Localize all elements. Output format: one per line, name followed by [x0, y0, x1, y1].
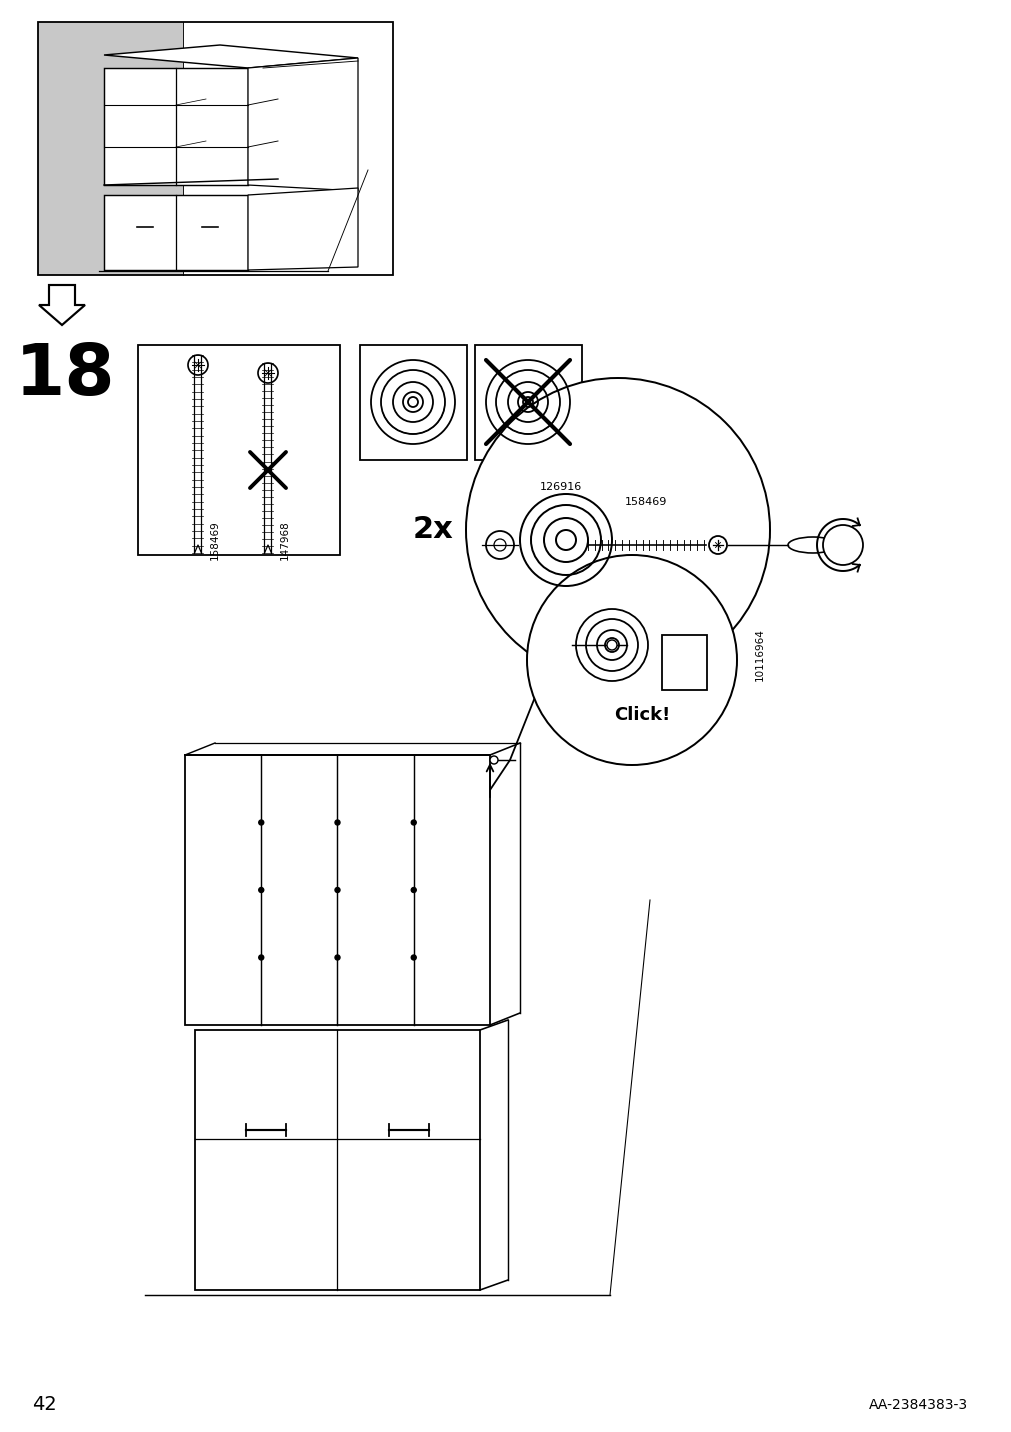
- Text: 126916: 126916: [539, 483, 581, 493]
- Circle shape: [410, 955, 416, 959]
- Circle shape: [410, 821, 416, 825]
- Circle shape: [527, 556, 736, 765]
- Bar: [38, 21, 392, 275]
- Ellipse shape: [788, 537, 837, 553]
- Circle shape: [465, 378, 769, 682]
- Circle shape: [259, 888, 264, 892]
- Bar: [104, 67, 248, 185]
- Bar: [661, 634, 707, 690]
- Bar: [474, 345, 581, 460]
- Circle shape: [607, 640, 617, 650]
- Circle shape: [259, 955, 264, 959]
- Circle shape: [335, 821, 340, 825]
- Bar: [360, 345, 466, 460]
- Text: Click!: Click!: [614, 706, 669, 725]
- Polygon shape: [248, 188, 358, 271]
- Bar: [185, 755, 489, 1025]
- Circle shape: [493, 538, 506, 551]
- Circle shape: [410, 888, 416, 892]
- Text: 158469: 158469: [210, 520, 219, 560]
- Text: 2x: 2x: [412, 516, 453, 544]
- Circle shape: [489, 756, 497, 765]
- Polygon shape: [39, 285, 85, 325]
- Text: 10116964: 10116964: [754, 629, 764, 682]
- Circle shape: [335, 888, 340, 892]
- Bar: [137, 345, 340, 556]
- Bar: [104, 195, 248, 271]
- Polygon shape: [248, 59, 358, 190]
- Bar: [38, 21, 183, 275]
- Bar: [195, 1030, 479, 1290]
- Circle shape: [709, 536, 726, 554]
- Text: 42: 42: [31, 1396, 57, 1415]
- Text: 147968: 147968: [280, 520, 290, 560]
- Polygon shape: [104, 44, 358, 67]
- Circle shape: [259, 821, 264, 825]
- Text: 158469: 158469: [624, 497, 666, 507]
- Circle shape: [485, 531, 514, 558]
- Circle shape: [822, 526, 862, 566]
- Text: AA-2384383-3: AA-2384383-3: [868, 1398, 968, 1412]
- Text: 18: 18: [15, 341, 115, 410]
- Circle shape: [335, 955, 340, 959]
